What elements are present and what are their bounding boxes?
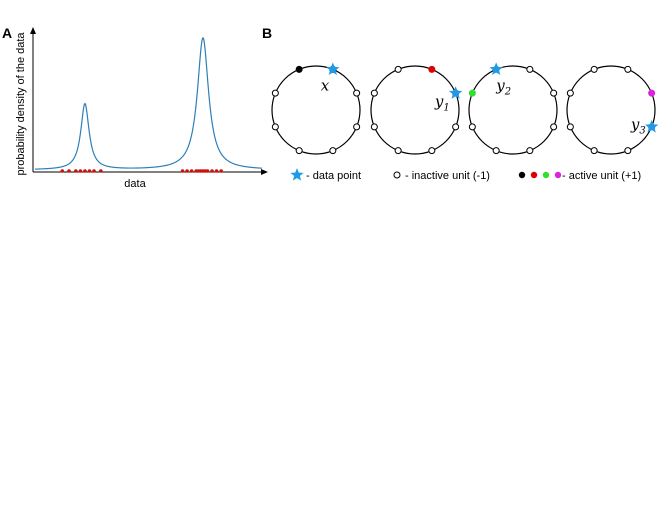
legend-active-swatch xyxy=(518,171,526,179)
inactive-unit xyxy=(428,147,436,155)
density-curve xyxy=(34,36,263,170)
sample-point xyxy=(180,169,185,173)
legend: - data point - inactive unit (-1) - acti… xyxy=(290,168,641,182)
inactive-unit xyxy=(295,147,303,155)
panel-a: A data probability density of the data xyxy=(2,25,268,190)
unit-ring: y2 xyxy=(468,62,558,155)
y-axis-arrow xyxy=(30,27,36,34)
panel-a-letter: A xyxy=(2,25,12,41)
unit-ring: y3 xyxy=(566,65,659,155)
legend-active-swatches xyxy=(518,171,562,179)
legend-inactive-label: - inactive unit (-1) xyxy=(405,170,490,182)
inactive-unit xyxy=(452,123,460,131)
inactive-unit xyxy=(492,147,500,155)
inactive-unit xyxy=(526,65,534,73)
ring-label-subscript: 3 xyxy=(639,126,645,137)
inactive-unit xyxy=(624,147,632,155)
ring-label-subscript: 2 xyxy=(504,86,511,97)
sample-point xyxy=(219,169,223,173)
inactive-unit xyxy=(550,123,558,131)
ring-label: x xyxy=(321,76,330,94)
ring-label: y1 xyxy=(434,93,450,114)
ring-outline xyxy=(566,65,656,155)
legend-star-icon xyxy=(290,168,304,181)
sample-point xyxy=(87,169,92,173)
data-point-star-icon xyxy=(489,62,503,76)
inactive-unit xyxy=(468,123,476,131)
ring-outline xyxy=(271,65,361,155)
inactive-unit xyxy=(566,89,574,97)
sample-point xyxy=(205,169,210,173)
inactive-unit xyxy=(550,89,558,97)
inactive-unit xyxy=(271,89,279,97)
active-unit xyxy=(648,89,656,97)
x-axis-label: data xyxy=(124,178,146,190)
ring-outline xyxy=(370,65,460,155)
sample-point xyxy=(92,169,96,173)
sample-point xyxy=(74,169,78,173)
ring-label: y2 xyxy=(495,76,511,97)
sample-point xyxy=(60,169,65,173)
data-point-star-icon xyxy=(326,62,340,76)
x-axis-arrow xyxy=(261,169,268,175)
legend-star-label: - data point xyxy=(306,170,361,182)
sample-points xyxy=(60,169,223,173)
sample-point xyxy=(189,169,194,173)
inactive-unit xyxy=(370,123,378,131)
sample-point xyxy=(99,169,103,173)
inactive-unit xyxy=(353,89,361,97)
ring-label: y3 xyxy=(630,116,646,137)
unit-rings: x y1 y2 y3 xyxy=(271,62,659,155)
legend-active-swatch xyxy=(542,171,550,179)
active-unit xyxy=(428,65,436,73)
inactive-unit xyxy=(370,89,378,97)
inactive-unit xyxy=(394,65,402,73)
inactive-unit xyxy=(566,123,574,131)
inactive-unit xyxy=(329,147,337,155)
legend-active-swatch xyxy=(530,171,538,179)
panel-b-letter: B xyxy=(262,25,272,41)
ring-label-subscript: 1 xyxy=(443,103,449,114)
active-unit xyxy=(295,65,303,73)
inactive-unit xyxy=(590,147,598,155)
inactive-unit xyxy=(394,147,402,155)
legend-active-swatch xyxy=(554,171,562,179)
sample-point xyxy=(214,169,219,173)
legend-inactive-icon xyxy=(393,171,401,179)
active-unit xyxy=(468,89,476,97)
data-point-star-icon xyxy=(644,119,659,133)
inactive-unit xyxy=(353,123,361,131)
sample-point xyxy=(210,169,214,173)
inactive-unit xyxy=(271,123,279,131)
sample-point xyxy=(83,169,87,173)
sample-point xyxy=(78,169,83,173)
inactive-unit xyxy=(526,147,534,155)
y-axis-label: probability density of the data xyxy=(15,32,27,176)
ring-outline xyxy=(468,65,558,155)
unit-ring: x xyxy=(271,62,361,155)
sample-point xyxy=(67,169,71,173)
inactive-unit xyxy=(590,65,598,73)
data-point-star-icon xyxy=(448,86,463,99)
unit-ring: y1 xyxy=(370,65,463,155)
legend-active-label: - active unit (+1) xyxy=(562,170,641,182)
sample-point xyxy=(185,169,189,173)
panel-b: B x y1 y2 y3 xyxy=(262,25,659,155)
inactive-unit xyxy=(624,65,632,73)
